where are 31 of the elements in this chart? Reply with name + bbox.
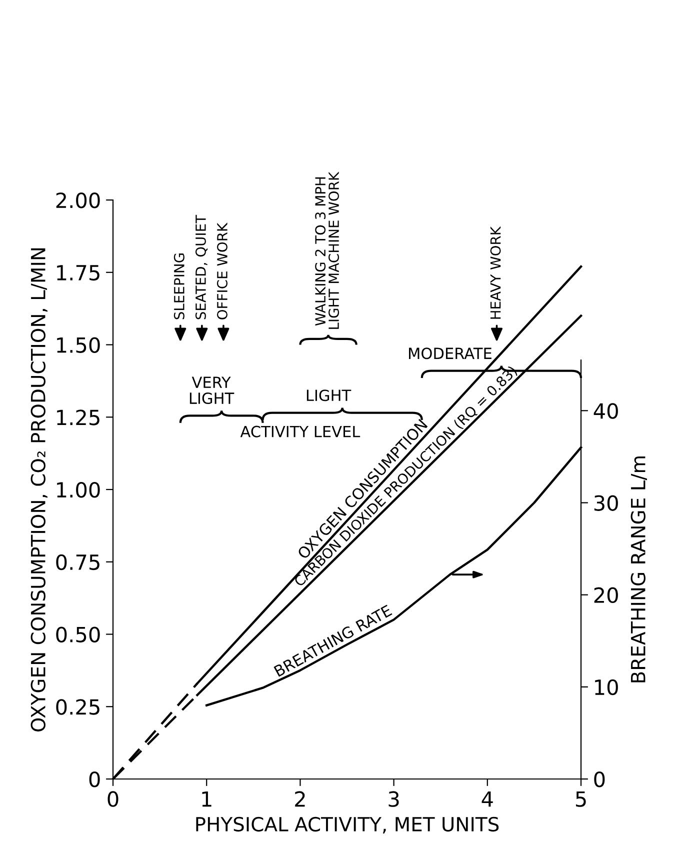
annotation: SLEEPING: [174, 254, 184, 320]
y-tick-label: 2.00: [56, 192, 100, 208]
y-tick-label: 1.75: [57, 265, 100, 281]
y-tick-label: 0.25: [56, 699, 100, 715]
x-tick-label: 1: [202, 791, 212, 807]
y2-tick-label: 0: [594, 771, 605, 788]
y-tick-label: 1.00: [57, 482, 100, 498]
y-tick-label: 0.75: [56, 554, 100, 570]
y2-tick-label: 40: [594, 403, 618, 419]
y2-axis-title: BREATHING RANGE L/m: [630, 456, 648, 682]
y2-tick-label: 30: [594, 495, 618, 511]
x-tick-label: 0: [108, 791, 118, 807]
y2-tick-label: 10: [595, 679, 618, 696]
y-tick-label: 0: [89, 771, 100, 788]
annotation: SEATED, QUIET: [195, 214, 208, 320]
y-tick-label: 0.50: [56, 626, 100, 642]
annotation: LIGHT: [306, 390, 352, 402]
y-tick-label: 1.25: [57, 410, 100, 426]
x-tick-label: 5: [576, 791, 586, 807]
y-axis-title: OXYGEN CONSUMPTION, CO₂ PRODUCTION, L/MIN: [30, 248, 48, 732]
annotation: WALKING 2 TO 3 MPH LIGHT MACHINE WORK: [315, 172, 340, 329]
annotation: MODERATE: [409, 348, 492, 360]
x-tick-label: 4: [482, 791, 493, 807]
x-tick-label: 2: [295, 791, 305, 807]
y-tick-label: 1.50: [57, 337, 100, 353]
x-axis-title: PHYSICAL ACTIVITY, MET UNITS: [196, 816, 499, 834]
annotation: VERY LIGHT: [190, 376, 234, 404]
annotation: HEAVY WORK: [490, 226, 501, 319]
y2-tick-label: 20: [594, 587, 618, 604]
annotation: OFFICE WORK: [216, 222, 228, 320]
x-tick-label: 3: [388, 791, 399, 807]
